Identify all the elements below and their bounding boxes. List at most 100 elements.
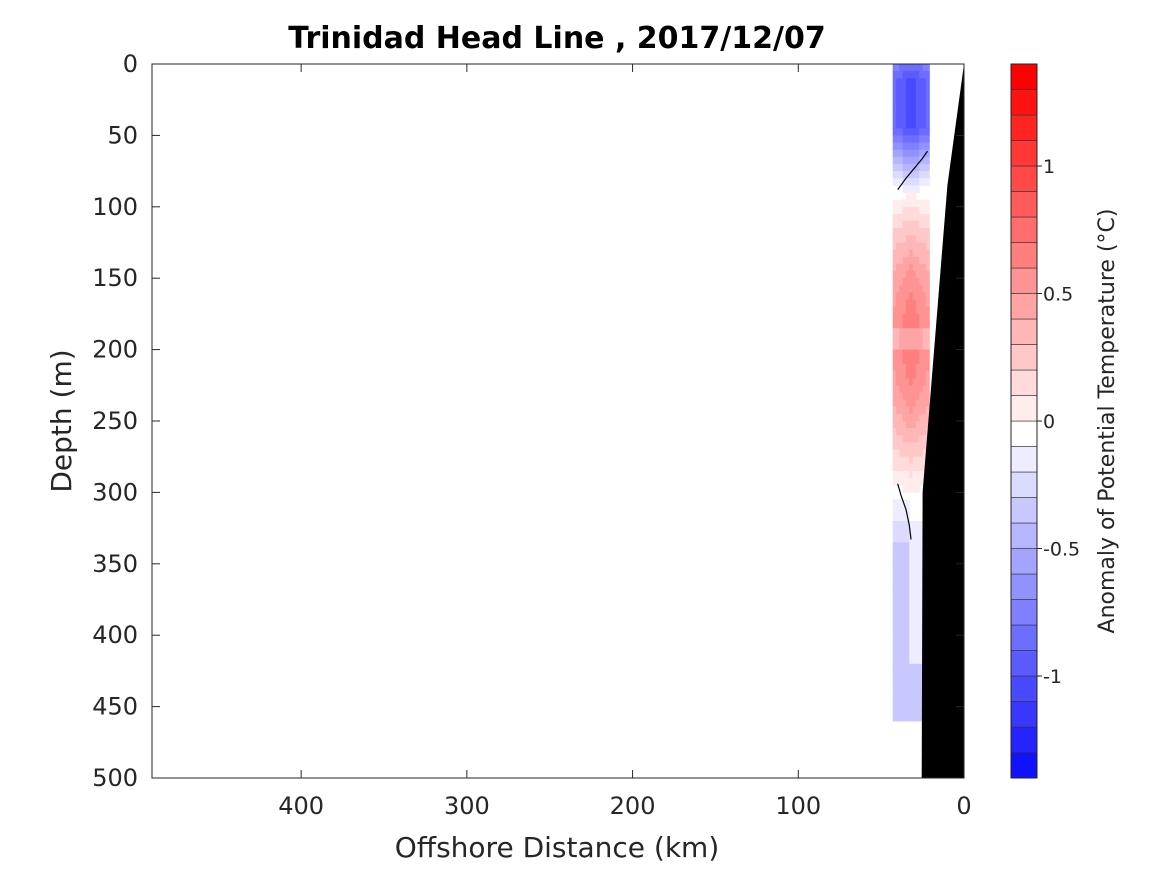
anomaly-cell xyxy=(896,699,900,708)
anomaly-cell xyxy=(915,556,920,565)
anomaly-cell xyxy=(912,256,917,265)
anomaly-cell xyxy=(899,678,904,686)
anomaly-cell xyxy=(915,406,920,415)
anomaly-cell xyxy=(922,199,927,208)
anomaly-cell xyxy=(892,121,897,129)
anomaly-cell xyxy=(919,642,924,650)
anomaly-cell xyxy=(896,399,900,408)
anomaly-cell xyxy=(896,456,900,465)
anomaly-cell xyxy=(922,156,927,165)
anomaly-cell xyxy=(912,406,917,415)
anomaly-cell xyxy=(909,242,914,251)
anomaly-cell xyxy=(922,99,927,108)
anomaly-cell xyxy=(902,563,907,572)
anomaly-cell xyxy=(912,306,917,315)
anomaly-cell xyxy=(909,578,914,586)
anomaly-cell xyxy=(892,142,897,151)
colorbar-title: Anomaly of Potential Temperature (°C) xyxy=(1095,209,1120,634)
anomaly-cell xyxy=(906,356,910,365)
anomaly-cell xyxy=(902,513,907,522)
anomaly-cell xyxy=(925,235,930,244)
anomaly-cell xyxy=(896,213,900,222)
anomaly-cell xyxy=(892,292,897,301)
y-tick-label: 150 xyxy=(92,264,138,292)
anomaly-cell xyxy=(909,235,914,244)
anomaly-cell xyxy=(902,206,907,215)
anomaly-cell xyxy=(915,485,920,493)
anomaly-cell xyxy=(899,356,904,365)
anomaly-cell xyxy=(925,178,930,186)
anomaly-cell xyxy=(902,592,907,601)
anomaly-cell xyxy=(919,385,924,393)
anomaly-cell xyxy=(906,428,910,436)
anomaly-cell xyxy=(912,299,917,308)
anomaly-cell xyxy=(899,371,904,379)
anomaly-cell xyxy=(892,235,897,244)
anomaly-cell xyxy=(922,421,927,429)
anomaly-cell xyxy=(925,128,930,136)
anomaly-cell xyxy=(902,478,907,486)
anomaly-cell xyxy=(909,413,914,422)
anomaly-cell xyxy=(896,335,900,343)
colorbar-band xyxy=(1010,548,1038,575)
anomaly-cell xyxy=(896,413,900,422)
anomaly-cell xyxy=(919,321,924,329)
anomaly-cell xyxy=(892,335,897,343)
anomaly-cell xyxy=(906,178,910,186)
anomaly-cell xyxy=(906,285,910,293)
anomaly-cell xyxy=(909,485,914,493)
anomaly-cell xyxy=(909,606,914,615)
anomaly-cell xyxy=(896,178,900,186)
anomaly-cell xyxy=(902,199,907,208)
anomaly-cell xyxy=(896,478,900,486)
anomaly-cell xyxy=(899,85,904,94)
anomaly-cell xyxy=(909,349,914,358)
anomaly-cell xyxy=(892,221,897,229)
chart-title: Trinidad Head Line , 2017/12/07 xyxy=(288,21,825,56)
anomaly-cell xyxy=(896,635,900,643)
anomaly-cell xyxy=(892,406,897,415)
anomaly-cell xyxy=(902,313,907,322)
anomaly-cell xyxy=(892,592,897,601)
anomaly-cell xyxy=(919,363,924,372)
anomaly-cell xyxy=(922,142,927,151)
anomaly-cell xyxy=(906,563,910,572)
anomaly-cell xyxy=(892,249,897,258)
anomaly-cell xyxy=(919,342,924,351)
anomaly-cell xyxy=(909,449,914,458)
anomaly-cell xyxy=(899,435,904,443)
anomaly-cell xyxy=(922,71,927,79)
anomaly-cell xyxy=(909,71,914,79)
anomaly-cell xyxy=(915,399,920,408)
anomaly-cell xyxy=(899,221,904,229)
anomaly-cell xyxy=(899,413,904,422)
anomaly-cell xyxy=(922,78,927,86)
anomaly-cell xyxy=(896,171,900,179)
anomaly-cell xyxy=(906,278,910,286)
anomaly-cell xyxy=(919,299,924,308)
anomaly-cell xyxy=(906,599,910,608)
anomaly-cell xyxy=(899,278,904,286)
anomaly-cell xyxy=(922,235,927,244)
anomaly-cell xyxy=(899,106,904,115)
anomaly-cell xyxy=(915,328,920,336)
anomaly-cell xyxy=(896,71,900,79)
anomaly-cell xyxy=(896,578,900,586)
anomaly-cell xyxy=(919,206,924,215)
anomaly-cell xyxy=(909,249,914,258)
anomaly-cell xyxy=(906,413,910,422)
anomaly-cell xyxy=(906,321,910,329)
anomaly-cell xyxy=(915,235,920,244)
anomaly-cell xyxy=(899,578,904,586)
anomaly-cell xyxy=(912,413,917,422)
anomaly-cell xyxy=(906,528,910,536)
anomaly-cell xyxy=(912,428,917,436)
anomaly-cell xyxy=(909,406,914,415)
anomaly-cell xyxy=(899,563,904,572)
anomaly-cell xyxy=(896,249,900,258)
anomaly-cell xyxy=(925,285,930,293)
anomaly-cell xyxy=(896,692,900,700)
anomaly-cell xyxy=(906,692,910,700)
anomaly-cell xyxy=(902,142,907,151)
anomaly-cell xyxy=(912,371,917,379)
